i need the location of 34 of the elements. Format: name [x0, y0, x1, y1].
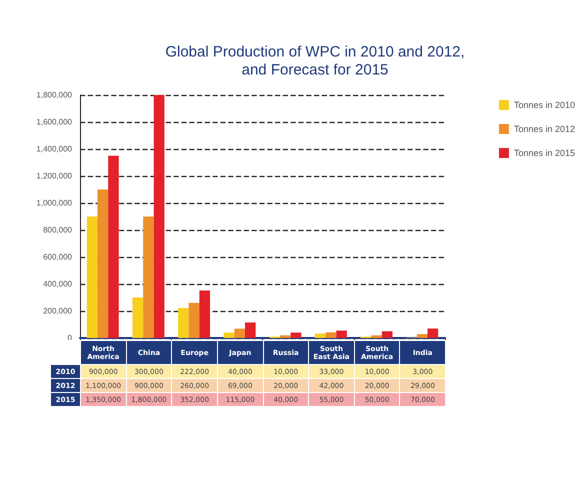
legend-label: Tonnes in 2012 [514, 124, 576, 134]
bar [234, 328, 246, 338]
bar [154, 95, 164, 338]
y-tick-label: 1,800,000 [36, 90, 73, 100]
bar [428, 328, 438, 338]
y-tick-label: 800,000 [43, 226, 73, 234]
y-tick-label: 600,000 [43, 252, 73, 262]
legend-label: Tonnes in 2010 [514, 100, 576, 110]
y-tick-label: 1,000,000 [36, 198, 73, 208]
bar [178, 308, 189, 338]
bar [143, 216, 154, 338]
bar [416, 334, 428, 338]
bar [290, 332, 302, 338]
bar [132, 298, 144, 338]
bar [371, 335, 382, 338]
y-tick-label: 1,200,000 [36, 172, 73, 180]
bar [245, 322, 256, 338]
bar [224, 332, 234, 338]
bar [326, 332, 336, 338]
y-tick-label: 1,400,000 [36, 144, 73, 154]
bar [188, 302, 200, 338]
bar [336, 330, 347, 338]
chart-title: Global Production of WPC in 2010 and 2012, and Forecast for 2015 [165, 44, 465, 78]
y-tick-label: 400,000 [43, 280, 73, 288]
y-tick-label: 1,600,000 [36, 118, 73, 126]
bar [97, 190, 108, 338]
bar [382, 331, 393, 338]
y-tick-label: 200,000 [43, 306, 73, 316]
legend-label: Tonnes in 2015 [514, 148, 576, 158]
bar [314, 334, 326, 338]
bar [199, 290, 210, 338]
bar [280, 335, 291, 338]
bar [108, 156, 119, 338]
bar [86, 216, 98, 338]
